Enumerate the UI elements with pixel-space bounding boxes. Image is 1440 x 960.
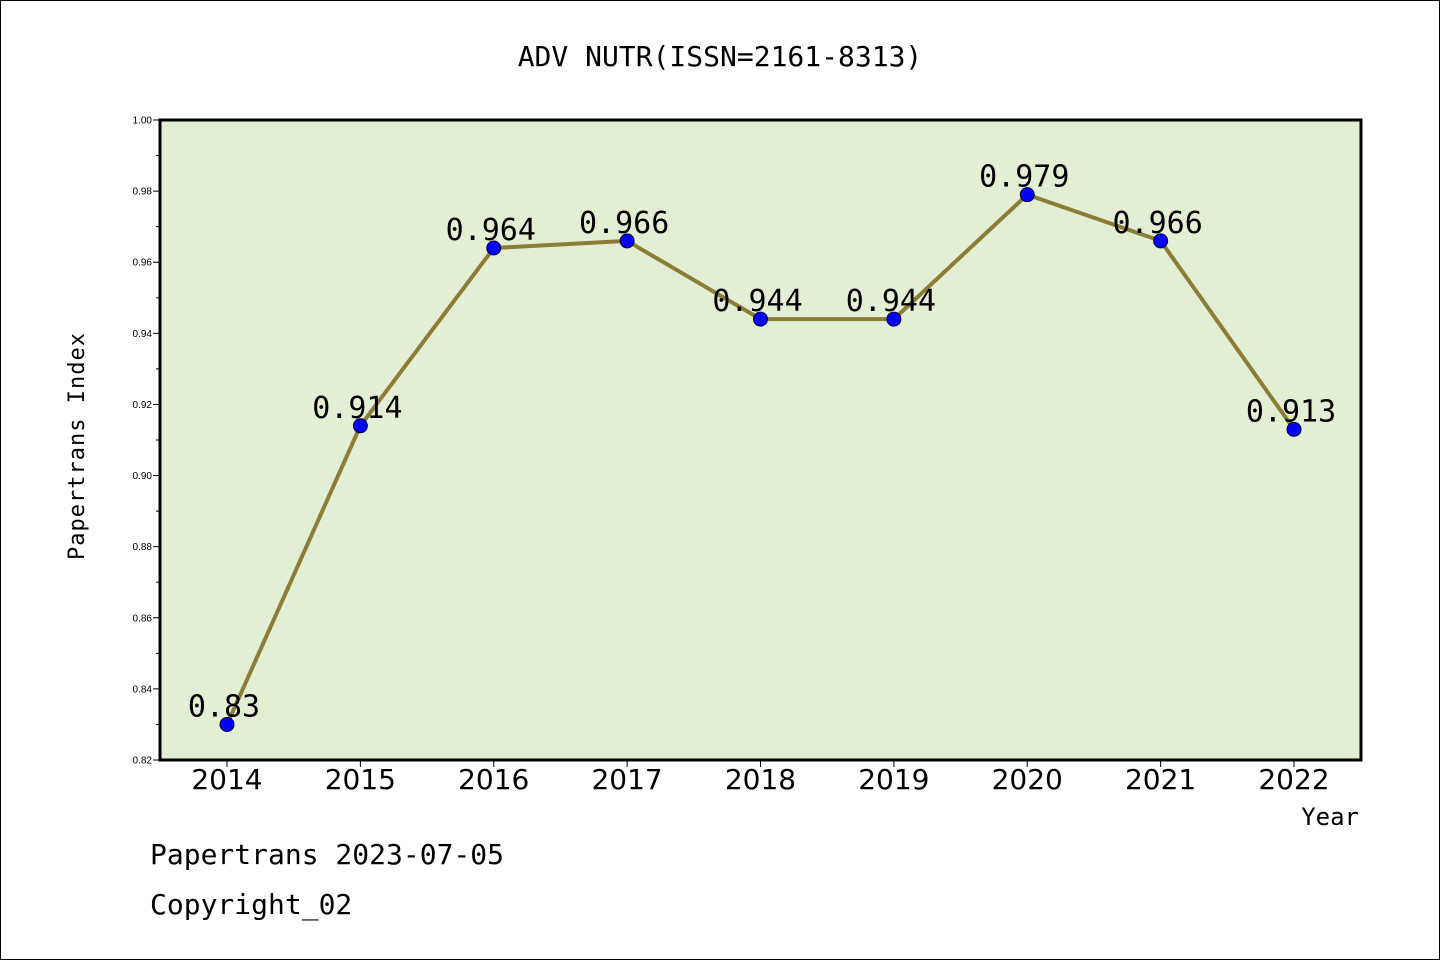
data-label: 0.944 [712,284,802,319]
footer-copyright: Copyright_02 [150,888,352,922]
y-axis: 0.82 0.84 0.86 0.88 0.90 0.92 0.94 0.96 0.98 1.00 [133,116,160,767]
x-tick-label: 2015 [325,763,396,796]
data-label: 0.979 [979,160,1069,195]
x-tick-label: 2017 [591,763,662,796]
y-tick-label: 0.86 [133,613,153,624]
x-axis: 2014 2015 2016 2017 2018 2019 2020 2021 2022 [191,760,1330,796]
data-point [486,240,502,256]
data-label: 0.966 [579,206,669,241]
x-tick-label: 2020 [992,763,1063,796]
x-tick-label: 2019 [858,763,929,796]
y-tick-label: 0.94 [133,329,153,340]
footer-date: Papertrans 2023-07-05 [150,838,504,871]
y-tick-label: 0.90 [133,471,153,482]
x-axis-label: Year [1301,803,1359,831]
y-tick-label: 0.88 [133,542,153,553]
x-tick-label: 2021 [1125,763,1196,796]
data-label: 0.914 [312,391,402,426]
x-tick-label: 2018 [725,763,796,796]
chart-title: ADV NUTR(ISSN=2161-8313) [518,40,923,73]
data-point [886,311,902,327]
data-label: 0.944 [846,284,936,319]
x-tick-label: 2014 [191,763,262,796]
plot-area [158,118,1363,762]
x-tick-label: 2022 [1258,763,1329,796]
data-point [619,233,635,249]
y-tick-label: 0.96 [133,258,153,269]
data-label: 0.966 [1112,206,1202,241]
data-label: 0.913 [1246,394,1336,429]
data-point [1019,187,1035,203]
y-tick-label: 0.98 [133,187,153,198]
data-point [352,418,368,434]
y-tick-label: 1.00 [133,116,153,127]
y-tick-label: 0.84 [133,684,153,695]
data-point [219,716,235,732]
y-tick-label: 0.82 [133,756,153,767]
data-label: 0.964 [446,213,536,248]
data-point [1286,421,1302,437]
series-layer: 0.83 0.914 0.964 0.966 0.944 0.944 0.979 0.966 0… [188,160,1336,732]
y-tick-label: 0.92 [133,400,153,411]
data-label: 0.83 [188,689,260,724]
x-tick-label: 2016 [458,763,529,796]
y-axis-label: Papertrans Index [65,332,90,560]
data-point [753,311,768,327]
data-point [1153,233,1169,249]
